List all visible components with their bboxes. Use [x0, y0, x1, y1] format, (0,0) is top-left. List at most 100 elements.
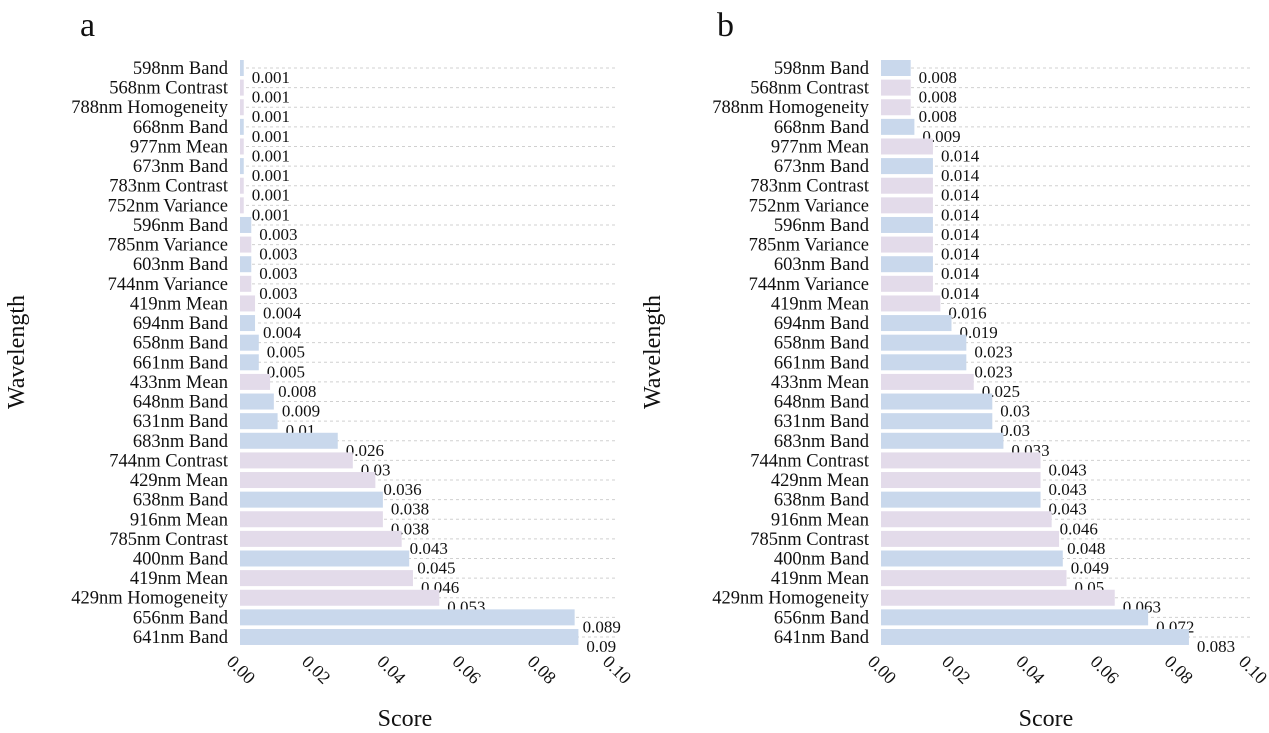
- category-label: 603nm Band: [133, 255, 229, 275]
- category-label: 433nm Mean: [771, 373, 869, 393]
- value-label: 0.014: [941, 264, 980, 283]
- bar: [240, 628, 579, 645]
- value-label: 0.045: [417, 559, 455, 578]
- x-tick-label: 0.02: [938, 651, 974, 687]
- category-label: 668nm Band: [133, 118, 229, 138]
- bar: [881, 550, 1063, 567]
- category-label: 752nm Variance: [749, 196, 869, 216]
- bar: [240, 413, 278, 430]
- value-label: 0.043: [1049, 480, 1087, 499]
- category-label: 785nm Contrast: [109, 530, 229, 550]
- bar: [240, 472, 376, 489]
- value-label: 0.016: [948, 303, 986, 322]
- category-label: 598nm Band: [133, 59, 229, 79]
- category-label: 658nm Band: [774, 334, 870, 354]
- category-label: 977nm Mean: [771, 137, 869, 157]
- value-label: 0.001: [252, 107, 290, 126]
- value-label: 0.009: [282, 402, 320, 421]
- category-label: 641nm Band: [774, 628, 870, 648]
- x-tick-label: 0.00: [223, 651, 259, 687]
- bar: [881, 236, 933, 253]
- value-label: 0.014: [941, 166, 980, 185]
- category-label: 596nm Band: [774, 216, 870, 236]
- category-label: 694nm Band: [774, 314, 870, 334]
- bar: [240, 491, 383, 508]
- value-label: 0.008: [919, 68, 957, 87]
- bar: [881, 530, 1060, 547]
- category-label: 788nm Homogeneity: [71, 98, 228, 118]
- panel-a-chart: 598nm Band 0.001 568nm Contrast 0.001 788nm …: [4, 59, 635, 732]
- bar: [240, 511, 383, 528]
- category-label: 744nm Variance: [749, 275, 869, 295]
- category-label: 400nm Band: [133, 550, 229, 570]
- category-label: 977nm Mean: [130, 137, 228, 157]
- bar: [881, 334, 967, 351]
- category-label: 648nm Band: [774, 393, 870, 413]
- value-label: 0.001: [252, 186, 290, 205]
- bar: [881, 295, 941, 312]
- value-label: 0.005: [267, 362, 305, 381]
- bar: [881, 354, 967, 371]
- category-label: 785nm Contrast: [750, 530, 870, 550]
- category-label: 419nm Mean: [771, 294, 869, 314]
- bar: [240, 118, 244, 135]
- bar: [881, 452, 1041, 469]
- value-label: 0.014: [941, 186, 980, 205]
- value-label: 0.001: [252, 127, 290, 146]
- value-label: 0.008: [919, 88, 957, 107]
- bar: [881, 177, 933, 194]
- value-label: 0.014: [941, 225, 980, 244]
- category-label: 668nm Band: [774, 118, 870, 138]
- value-label: 0.046: [1060, 519, 1098, 538]
- value-label: 0.014: [941, 146, 980, 165]
- value-label: 0.089: [583, 617, 621, 636]
- bar: [881, 315, 952, 332]
- category-label: 433nm Mean: [130, 373, 228, 393]
- category-label: 916nm Mean: [771, 510, 869, 530]
- bar: [240, 393, 274, 410]
- bar: [881, 491, 1041, 508]
- bar: [240, 60, 244, 76]
- value-label: 0.019: [959, 323, 997, 342]
- category-label: 673nm Band: [133, 157, 229, 177]
- category-label: 658nm Band: [133, 334, 229, 354]
- x-tick-label: 0.10: [1235, 651, 1269, 687]
- x-tick-label: 0.06: [448, 651, 484, 687]
- panel-a-letter: a: [80, 7, 95, 44]
- bar: [881, 570, 1067, 587]
- category-label: 661nm Band: [133, 353, 229, 373]
- value-label: 0.03: [1000, 421, 1030, 440]
- value-label: 0.043: [410, 539, 448, 558]
- category-label: 744nm Contrast: [109, 451, 229, 471]
- category-label: 752nm Variance: [108, 196, 228, 216]
- value-label: 0.026: [346, 441, 384, 460]
- bar: [881, 60, 911, 76]
- bar: [881, 432, 1004, 449]
- bar: [240, 354, 259, 371]
- x-axis-title: Score: [378, 706, 433, 732]
- category-label: 916nm Mean: [130, 510, 228, 530]
- value-label: 0.043: [1049, 460, 1087, 479]
- bar: [881, 373, 974, 390]
- value-label: 0.023: [974, 362, 1012, 381]
- bar: [881, 79, 911, 96]
- value-label: 0.004: [263, 303, 302, 322]
- value-label: 0.001: [252, 146, 290, 165]
- value-label: 0.048: [1067, 539, 1105, 558]
- category-label: 429nm Mean: [771, 471, 869, 491]
- bar: [240, 609, 575, 626]
- bar: [240, 236, 252, 253]
- bar: [240, 99, 244, 116]
- category-label: 419nm Mean: [771, 569, 869, 589]
- category-label: 785nm Variance: [108, 236, 228, 256]
- value-label: 0.014: [941, 284, 980, 303]
- category-label: 400nm Band: [774, 550, 870, 570]
- category-label: 648nm Band: [133, 393, 229, 413]
- bar: [240, 138, 244, 155]
- category-label: 656nm Band: [133, 608, 229, 628]
- bar: [881, 413, 993, 430]
- category-label: 568nm Contrast: [750, 79, 870, 99]
- bar: [240, 158, 244, 175]
- value-label: 0.023: [974, 343, 1012, 362]
